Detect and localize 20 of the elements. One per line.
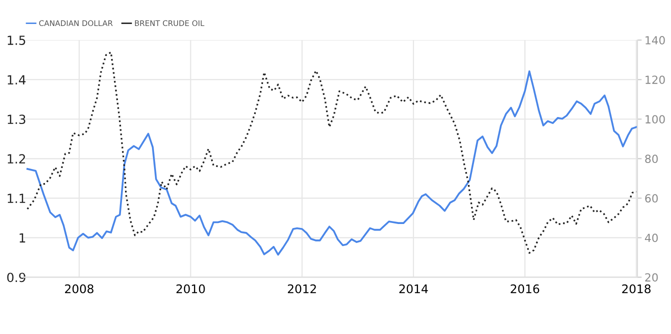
y-tick-label: 1 <box>20 233 26 242</box>
y-tick-label: 1.1 <box>8 194 26 203</box>
y-tick-label: 0.9 <box>7 272 26 282</box>
y2-tick-label: 120 <box>646 76 665 84</box>
y2-tick-label: 20 <box>645 273 658 282</box>
y2-tick-label: 100 <box>646 115 665 124</box>
y2-tick-label: 140 <box>646 36 665 44</box>
x-tick-label: 2008 <box>65 284 94 294</box>
x-tick-label: 2012 <box>288 284 316 294</box>
y-tick-label: 1.3 <box>8 114 26 124</box>
y2-tick-label: 80 <box>645 154 658 164</box>
x-tick-label: 2016 <box>510 284 540 294</box>
x-tick-label: 2014 <box>399 284 428 294</box>
x-tick-label: 2010 <box>176 284 205 294</box>
y-tick-label: 1.4 <box>8 75 26 84</box>
y-tick-label: 1.2 <box>8 154 26 164</box>
y2-tick-label: 40 <box>644 234 658 242</box>
y-tick-label: 1.5 <box>8 36 26 46</box>
x-tick-label: 2018 <box>622 284 651 294</box>
y2-tick-label: 60 <box>645 194 658 203</box>
